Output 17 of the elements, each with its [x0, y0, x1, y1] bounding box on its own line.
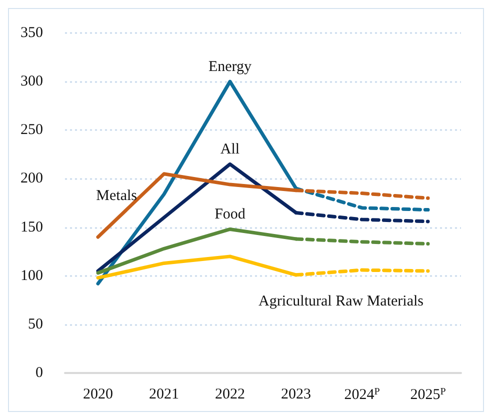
y-tick-label: 200 [20, 170, 43, 187]
y-tick-label: 0 [36, 365, 43, 381]
y-tick-label: 150 [20, 219, 43, 236]
y-tick-label: 250 [20, 122, 43, 138]
y-tick-label: 350 [20, 25, 43, 41]
y-tick-label: 300 [20, 74, 43, 90]
x-tick-label: 2021 [149, 386, 179, 402]
series-label: Metals [96, 188, 138, 204]
x-tick-label: 2020 [83, 386, 113, 402]
x-tick-label: 2023 [281, 386, 311, 402]
series-label: Energy [208, 59, 252, 76]
y-tick-label: 50 [28, 316, 43, 332]
y-tick-label: 100 [20, 268, 43, 284]
series-label: Food [214, 206, 246, 223]
series-label: Agricultural Raw Materials [258, 293, 424, 310]
series-label: All [220, 142, 240, 158]
x-tick-label: 2022 [215, 386, 245, 402]
